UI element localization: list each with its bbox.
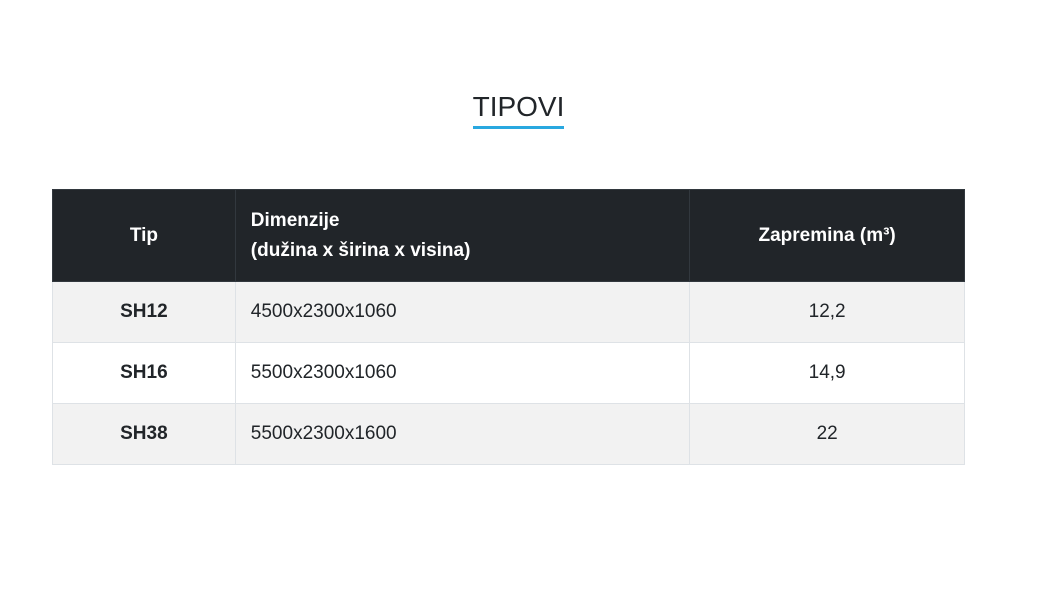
table-cell: 22 <box>689 403 965 465</box>
header-line: Zapremina (m³) <box>758 224 896 246</box>
table-row: SH16 5500x2300x1060 14,9 <box>52 342 965 404</box>
page-title: TIPOVI <box>472 90 565 129</box>
header-line: (dužina x širina x visina) <box>250 239 471 261</box>
table-cell: SH16 <box>52 342 236 404</box>
table-cell: SH38 <box>52 403 236 465</box>
header-line: Dimenzije <box>250 209 340 231</box>
table-head: Tip Dimenzije (dužina x širina x visina) Za… <box>52 189 965 282</box>
table-cell: 5500x2300x1060 <box>234 342 691 404</box>
table-row: SH38 5500x2300x1600 22 <box>52 403 965 465</box>
table-cell: 14,9 <box>689 342 965 404</box>
column-header: Dimenzije (dužina x širina x visina) <box>234 189 691 282</box>
column-header: Tip <box>52 189 236 282</box>
types-table: Tip Dimenzije (dužina x širina x visina) Za… <box>52 189 965 465</box>
header-line: Tip <box>129 224 158 246</box>
table-row: SH12 4500x2300x1060 12,2 <box>52 281 965 343</box>
table-body: SH12 4500x2300x1060 12,2 SH16 5500x2300x1060… <box>52 281 965 465</box>
table-cell: 12,2 <box>689 281 965 343</box>
table-cell: 5500x2300x1600 <box>234 403 691 465</box>
table-cell: 4500x2300x1060 <box>234 281 691 343</box>
column-header: Zapremina (m³) <box>689 189 965 282</box>
header-row: Tip Dimenzije (dužina x širina x visina) Za… <box>52 189 965 282</box>
table-cell: SH12 <box>52 281 236 343</box>
title-wrap: TIPOVI <box>0 90 1037 129</box>
